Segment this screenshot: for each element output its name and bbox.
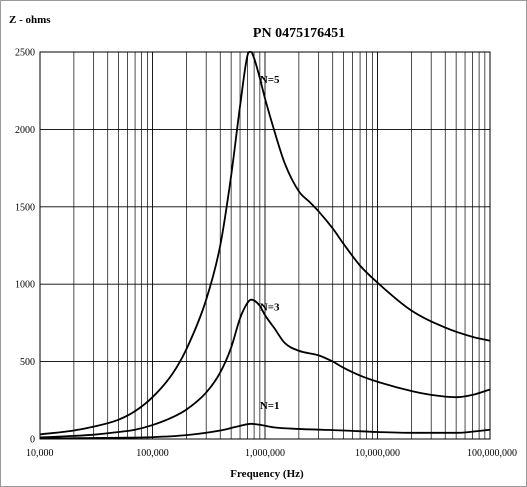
- series-curves: [39, 50, 491, 440]
- x-tick-label: 100,000: [136, 448, 169, 459]
- x-tick-label: 10,000: [26, 448, 54, 459]
- x-tick-label: 100,000,000: [467, 448, 517, 459]
- x-tick-label: 1,000,000: [245, 448, 285, 459]
- y-tick-label: 1000: [15, 280, 35, 291]
- series-labels: N=5 N=3 N=1: [260, 74, 280, 412]
- x-tick-label: 10,000,000: [355, 448, 400, 459]
- series-line-n3: [39, 298, 491, 439]
- series-label-n5: N=5: [260, 74, 280, 86]
- y-tick-label: 1500: [15, 202, 35, 213]
- y-tick-label: 2000: [15, 125, 35, 136]
- x-axis-label: Frequency (Hz): [230, 468, 304, 480]
- series-label-n3: N=3: [260, 302, 280, 314]
- y-tick-label: 500: [20, 357, 35, 368]
- grid: [39, 51, 491, 440]
- series-label-n1: N=1: [260, 400, 280, 412]
- x-tick-labels: 10,000 100,000 1,000,000 10,000,000 100,000,…: [26, 448, 517, 459]
- chart-title: PN 0475176451: [253, 26, 345, 41]
- y-tick-label: 2500: [15, 48, 35, 59]
- y-tick-label: 0: [30, 435, 35, 446]
- y-tick-labels: 0 500 1000 1500 2000 2500: [15, 48, 35, 446]
- series-line-n5: [39, 50, 491, 436]
- plot-border: [39, 51, 491, 440]
- y-axis-label: Z - ohms: [9, 14, 51, 26]
- series-line-n1: [39, 422, 491, 440]
